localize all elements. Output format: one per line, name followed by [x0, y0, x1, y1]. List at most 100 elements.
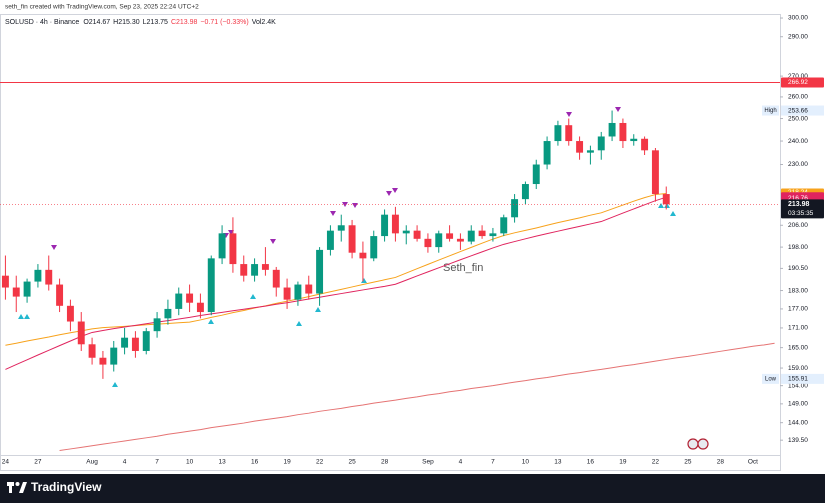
candle-body	[337, 225, 345, 231]
buy-signal	[18, 314, 24, 319]
low-tag: Low	[765, 376, 777, 382]
candle-body	[110, 347, 118, 365]
calendar-icon	[687, 438, 709, 450]
watermark: Seth_fin	[443, 262, 483, 274]
ohlc-high: H215.30	[113, 19, 140, 26]
candle-body	[489, 233, 497, 237]
buy-signal	[361, 278, 367, 283]
y-tick-label: 240.00	[788, 138, 808, 145]
y-tick-label: 144.00	[788, 419, 808, 426]
candle-body	[381, 214, 389, 237]
y-tick-label: 149.00	[788, 401, 808, 408]
candle-body	[305, 284, 313, 294]
ohlc-low: L213.75	[143, 19, 168, 26]
candle-body	[283, 287, 291, 300]
sell-signal	[51, 245, 57, 250]
sell-signal	[566, 112, 572, 117]
y-tick-label: 177.00	[788, 306, 808, 313]
red-ma-label: 216.76	[788, 195, 808, 202]
x-tick-label: 25	[684, 459, 692, 466]
buy-signal	[670, 211, 676, 216]
low-value: 155.91	[788, 376, 808, 383]
sell-signal	[386, 191, 392, 196]
candle-body	[348, 225, 356, 253]
candle-body	[229, 233, 237, 265]
candle-body	[532, 164, 540, 185]
y-tick-label: 230.00	[788, 161, 808, 168]
candle-body	[77, 321, 85, 345]
x-tick-label: 7	[155, 459, 159, 466]
buy-signal	[296, 321, 302, 326]
y-tick-label: 139.50	[788, 437, 808, 444]
candle-body	[316, 249, 324, 294]
x-tick-label: 24	[2, 459, 10, 466]
x-tick-label: 28	[381, 459, 389, 466]
x-tick-label: 25	[348, 459, 356, 466]
candle-body	[196, 302, 204, 313]
y-tick-label: 300.00	[788, 15, 808, 22]
candle-body	[131, 337, 139, 351]
x-tick-label: 4	[459, 459, 463, 466]
flag-icon	[687, 438, 699, 450]
candle-body	[56, 284, 64, 306]
x-tick-label: 13	[554, 459, 562, 466]
x-tick-label: 7	[491, 459, 495, 466]
last-price-label: 213.98	[788, 201, 810, 208]
candle-body	[662, 194, 670, 205]
logo-part	[15, 482, 20, 486]
candle-body	[272, 269, 280, 288]
candle-body	[218, 233, 226, 259]
low-value-box	[781, 373, 824, 384]
buy-signal	[24, 314, 30, 319]
low-tag-box	[762, 373, 779, 384]
indicator-line	[59, 342, 775, 452]
candle-body	[294, 284, 302, 300]
x-tick-label: 4	[123, 459, 127, 466]
candle-body	[359, 252, 367, 259]
high-tag: High	[764, 108, 776, 114]
x-tick-label: Sep	[422, 459, 434, 466]
buy-signal	[112, 382, 118, 387]
candle-body	[478, 230, 486, 237]
candle-body	[413, 230, 421, 239]
y-tick-label: 159.00	[788, 365, 808, 372]
footer-bar	[0, 474, 825, 503]
logo-part	[19, 482, 27, 493]
candle-body	[261, 264, 269, 270]
x-tick-label: 10	[522, 459, 530, 466]
high-tag-box	[762, 105, 779, 116]
x-tick-label: 16	[587, 459, 595, 466]
symbol: SOLUSD · 4h · Binance	[5, 19, 79, 26]
candle-body	[142, 331, 150, 351]
y-tick-label: 183.00	[788, 287, 808, 294]
x-tick-label: 22	[316, 459, 324, 466]
sell-signal	[615, 107, 621, 112]
candle-body	[391, 214, 399, 234]
candle-body	[446, 233, 454, 239]
x-tick-label: 16	[251, 459, 259, 466]
y-tick-label: 250.00	[788, 115, 808, 122]
indicator-line	[5, 196, 667, 370]
candle-body	[34, 269, 42, 282]
candle-body	[66, 305, 74, 322]
buy-signal	[250, 294, 256, 299]
buy-signal	[664, 203, 670, 208]
buy-signal	[208, 319, 214, 324]
footer-brand: TradingView	[31, 480, 102, 494]
x-tick-label: 28	[717, 459, 725, 466]
candle-body	[153, 318, 161, 332]
change: −0.71 (−0.33%)	[200, 19, 248, 26]
y-tick-label: 198.00	[788, 244, 808, 251]
y-tick-label: 270.00	[788, 73, 808, 80]
x-tick-label: 22	[652, 459, 660, 466]
candle-body	[435, 233, 443, 248]
sell-signals	[51, 107, 621, 250]
last-price-box	[781, 199, 824, 219]
candle-body	[500, 217, 508, 234]
volume: Vol2.4K	[252, 19, 276, 26]
x-tick-label: 19	[283, 459, 291, 466]
candle-body	[554, 125, 562, 142]
candle-body	[543, 141, 551, 165]
candle-body	[23, 281, 31, 297]
